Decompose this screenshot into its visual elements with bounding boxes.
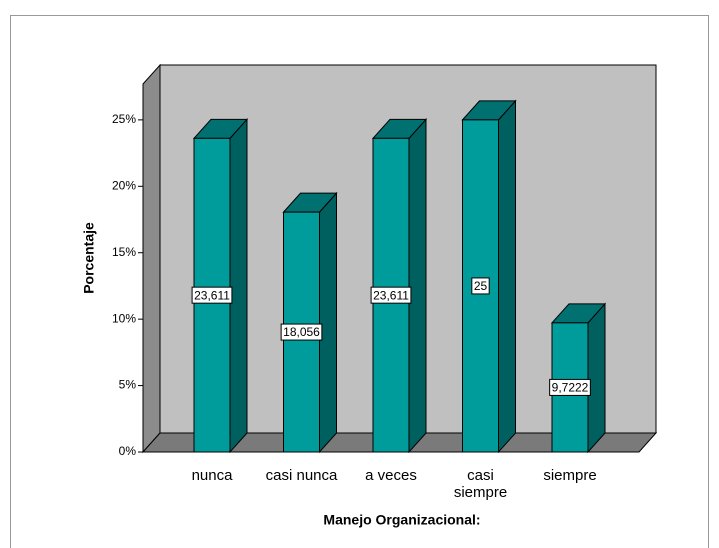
y-tick-label: 25% bbox=[112, 112, 136, 126]
x-tick-label: casi nunca bbox=[266, 467, 338, 484]
y-tick-label: 20% bbox=[112, 178, 136, 192]
value-label: 23,611 bbox=[373, 288, 409, 302]
bar-side bbox=[408, 118, 427, 454]
y-tick-label: 10% bbox=[112, 311, 136, 325]
value-label: 18,056 bbox=[283, 325, 320, 339]
value-label: 23,611 bbox=[194, 288, 230, 302]
y-tick-label: 0% bbox=[119, 444, 137, 458]
value-label: 9,7222 bbox=[552, 381, 589, 395]
y-axis-label: Porcentaje bbox=[81, 222, 97, 294]
x-tick-label: siempre bbox=[543, 467, 596, 484]
value-label-box bbox=[549, 378, 591, 396]
value-label-box bbox=[191, 286, 233, 304]
y-tick-label: 5% bbox=[119, 378, 137, 392]
value-label-box bbox=[370, 286, 412, 304]
bar-side bbox=[498, 99, 516, 454]
x-tick-label: nunca bbox=[192, 467, 234, 484]
value-label-box bbox=[280, 323, 323, 341]
x-tick-label: a veces bbox=[365, 467, 417, 484]
x-axis-label: Manejo Organizacional: bbox=[323, 512, 480, 528]
y-tick-label: 15% bbox=[112, 245, 136, 259]
x-tick-label: casi siempre bbox=[454, 467, 507, 501]
bar-side bbox=[319, 191, 337, 454]
value-label: 25 bbox=[474, 279, 488, 293]
bar-side bbox=[587, 302, 606, 454]
left-wall bbox=[142, 63, 161, 454]
value-label-box bbox=[471, 277, 490, 295]
bar-side bbox=[229, 118, 248, 454]
